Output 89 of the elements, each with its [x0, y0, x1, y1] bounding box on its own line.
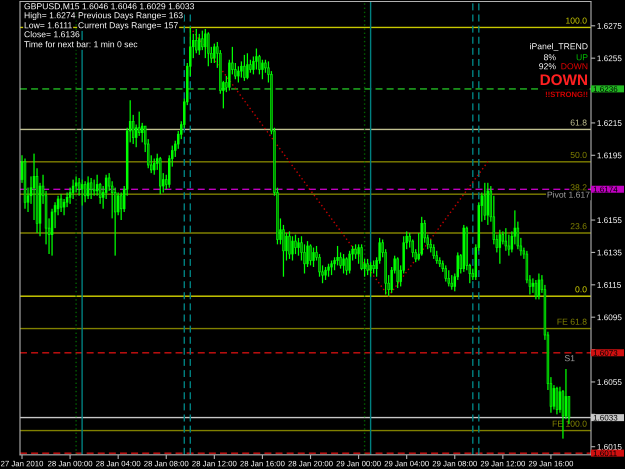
candlestick [288, 230, 291, 260]
annotation: Current Days Range= 157 [78, 22, 178, 30]
candlestick [432, 244, 435, 260]
candlestick [237, 66, 240, 84]
annotation: 0.0 [575, 286, 587, 292]
candlestick [348, 250, 351, 274]
candlestick [448, 270, 450, 288]
candlestick [92, 178, 96, 196]
ref-line-label: 1.6073 [594, 350, 618, 356]
candlestick [538, 272, 540, 300]
candlestick [336, 245, 339, 266]
annotation: 23.6 [570, 223, 587, 230]
annotation: 61.8 [570, 120, 587, 126]
annotation: Low= 1.6111 [24, 22, 72, 28]
candlestick [285, 232, 288, 262]
candlestick [309, 244, 312, 266]
annotation: 8% [544, 54, 556, 60]
candlestick [532, 278, 534, 294]
annotation: Pivot 1.617 [548, 191, 590, 198]
candlestick [60, 194, 62, 213]
candlestick [396, 256, 399, 289]
candlestick [198, 33, 201, 56]
candlestick [213, 42, 216, 64]
candlestick [291, 236, 294, 262]
ref-line-label: 1.6011 [594, 450, 617, 456]
candlestick [255, 48, 258, 70]
annotation: Time for next bar: 1 min 0 sec [24, 40, 138, 48]
candlestick [152, 158, 156, 176]
candlestick [369, 262, 372, 278]
candlestick [564, 368, 568, 420]
candlestick [90, 177, 92, 200]
annotation: DOWN [561, 63, 588, 70]
candlestick [312, 246, 315, 268]
candlestick [484, 182, 486, 221]
candlestick [342, 253, 345, 274]
candlestick [498, 229, 502, 264]
annotation: S1 [564, 355, 575, 362]
annotation: FE 61.8 [558, 318, 587, 325]
annotation: 100.0 [566, 18, 587, 24]
candlestick [558, 386, 562, 414]
y-tick-label: 1.6055 [597, 379, 622, 385]
candlestick [534, 279, 538, 300]
candlestick [261, 59, 264, 80]
candlestick [195, 28, 198, 54]
candlestick [504, 228, 508, 252]
ref-line-label: 1.6174 [594, 186, 618, 192]
candlestick [246, 52, 249, 80]
candlestick [84, 180, 86, 203]
candlestick [327, 263, 330, 278]
y-tick-label: 1.6155 [597, 217, 622, 224]
annotation: iPanel_TREND [530, 42, 588, 51]
ref-line-label: 1.6033 [594, 414, 618, 421]
candlestick [450, 274, 454, 290]
annotation: 92% [539, 63, 556, 70]
candlestick [32, 153, 36, 221]
y-tick-label: 1.6135 [597, 250, 622, 256]
y-tick-label: 1.6275 [597, 23, 622, 29]
candlestick [324, 266, 327, 281]
candlestick [240, 60, 243, 78]
candlestick [444, 264, 447, 282]
candlestick [297, 237, 300, 256]
ref-line-label: 1.6236 [594, 86, 618, 92]
annotation: DOWN [540, 74, 587, 86]
annotation: High= 1.6274 [24, 12, 76, 20]
annotation: 38.2 [570, 184, 587, 190]
candlestick [86, 176, 90, 200]
candlestick [372, 260, 375, 274]
y-tick-label: 1.6215 [597, 120, 622, 126]
candlestick [72, 178, 74, 200]
chart-title: GBPUSD,M15 1.6046 1.6046 1.6029 1.6033 [24, 3, 194, 10]
y-tick-label: 1.6015 [597, 444, 622, 450]
candlestick [556, 386, 558, 415]
candlestick [243, 54, 246, 82]
annotation: Close= 1.6136 [24, 30, 80, 38]
y-tick-label: 1.6095 [597, 314, 622, 320]
candlestick [366, 258, 369, 276]
candlestick [345, 256, 348, 276]
candlestick [294, 234, 297, 255]
annotation: UP [576, 54, 588, 60]
annotation: 50.0 [570, 152, 587, 158]
y-tick-label: 1.6115 [597, 282, 621, 288]
y-tick-label: 1.6195 [597, 152, 622, 158]
candlestick [207, 32, 210, 67]
candlestick [354, 244, 357, 260]
candlestick [330, 260, 333, 276]
annotation: Previous Days Range= 163 [78, 12, 183, 20]
y-tick-label: 1.6255 [597, 55, 622, 62]
candlestick [80, 178, 84, 206]
candlestick [552, 384, 556, 410]
